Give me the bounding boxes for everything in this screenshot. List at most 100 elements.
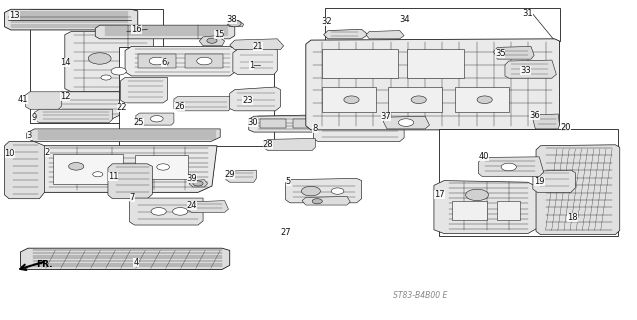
Polygon shape — [313, 122, 404, 142]
Polygon shape — [96, 25, 235, 39]
Text: 27: 27 — [280, 228, 291, 237]
Text: 4: 4 — [133, 258, 139, 267]
Polygon shape — [32, 146, 217, 192]
Circle shape — [207, 38, 217, 43]
Text: 31: 31 — [523, 9, 533, 18]
Polygon shape — [302, 196, 350, 205]
Polygon shape — [4, 9, 138, 30]
Text: 21: 21 — [252, 42, 263, 51]
Text: 32: 32 — [322, 17, 333, 26]
Text: 12: 12 — [60, 92, 70, 101]
Bar — [455, 87, 509, 112]
Text: 25: 25 — [133, 118, 144, 127]
Circle shape — [149, 57, 164, 65]
Polygon shape — [20, 248, 230, 269]
Polygon shape — [52, 92, 128, 119]
Text: 3: 3 — [27, 131, 32, 140]
Circle shape — [344, 96, 359, 104]
Text: 34: 34 — [399, 15, 410, 24]
Bar — [322, 49, 397, 77]
Polygon shape — [264, 139, 315, 150]
Polygon shape — [230, 39, 283, 50]
Circle shape — [466, 189, 489, 201]
Polygon shape — [125, 46, 236, 76]
Bar — [497, 201, 520, 220]
Circle shape — [312, 199, 322, 204]
Text: 26: 26 — [174, 102, 185, 111]
Text: 14: 14 — [60, 58, 70, 67]
Polygon shape — [248, 114, 368, 132]
Text: 17: 17 — [434, 190, 445, 199]
Circle shape — [111, 68, 126, 75]
Polygon shape — [65, 32, 154, 92]
Circle shape — [501, 163, 517, 171]
Text: 11: 11 — [108, 172, 118, 181]
Text: 28: 28 — [262, 140, 273, 149]
Circle shape — [101, 75, 111, 80]
Polygon shape — [108, 164, 152, 199]
Polygon shape — [533, 170, 575, 192]
Text: 16: 16 — [131, 25, 142, 34]
Polygon shape — [189, 180, 208, 187]
Polygon shape — [366, 31, 404, 39]
Text: 20: 20 — [561, 124, 571, 133]
Text: 36: 36 — [529, 111, 540, 120]
Text: ST83-B4B00 E: ST83-B4B00 E — [393, 291, 448, 300]
Polygon shape — [25, 92, 62, 109]
Circle shape — [173, 208, 188, 215]
Polygon shape — [536, 145, 620, 235]
Text: 8: 8 — [312, 124, 317, 133]
Polygon shape — [226, 170, 256, 182]
Text: 29: 29 — [225, 170, 235, 179]
Polygon shape — [324, 29, 368, 39]
Text: 18: 18 — [567, 212, 578, 222]
Polygon shape — [136, 113, 174, 125]
Polygon shape — [494, 46, 534, 59]
Bar — [389, 87, 442, 112]
Bar — [439, 129, 618, 236]
Text: 37: 37 — [381, 112, 391, 121]
Polygon shape — [233, 47, 277, 74]
Polygon shape — [4, 142, 45, 199]
Polygon shape — [306, 39, 559, 130]
Bar — [134, 155, 189, 179]
Bar — [407, 49, 464, 77]
Text: 20: 20 — [561, 123, 571, 132]
Polygon shape — [230, 87, 280, 111]
Polygon shape — [285, 178, 362, 203]
Polygon shape — [174, 97, 231, 111]
Bar — [185, 54, 224, 68]
Circle shape — [151, 208, 166, 215]
Text: 5: 5 — [285, 177, 290, 186]
Polygon shape — [505, 60, 556, 78]
Bar — [325, 8, 559, 41]
Polygon shape — [188, 201, 229, 212]
Bar — [452, 201, 487, 220]
Text: 15: 15 — [214, 30, 224, 39]
Text: 40: 40 — [478, 152, 489, 161]
Text: 7: 7 — [129, 193, 135, 202]
Text: 10: 10 — [4, 148, 15, 157]
Circle shape — [93, 172, 103, 177]
Circle shape — [477, 96, 492, 104]
Bar — [260, 119, 285, 128]
Text: 9: 9 — [32, 113, 37, 122]
Text: 6: 6 — [161, 58, 167, 67]
Bar — [293, 119, 318, 128]
Circle shape — [197, 57, 212, 65]
Polygon shape — [27, 129, 220, 142]
Text: 39: 39 — [187, 174, 197, 183]
Bar — [138, 54, 176, 68]
Circle shape — [150, 116, 163, 122]
Bar — [118, 47, 274, 146]
Circle shape — [398, 119, 413, 126]
Polygon shape — [199, 36, 225, 46]
Bar — [30, 9, 163, 123]
Circle shape — [69, 163, 84, 170]
Polygon shape — [434, 180, 537, 234]
Circle shape — [193, 181, 203, 186]
Text: 24: 24 — [187, 202, 197, 211]
Polygon shape — [120, 77, 168, 103]
Circle shape — [301, 186, 320, 196]
Polygon shape — [34, 109, 112, 123]
